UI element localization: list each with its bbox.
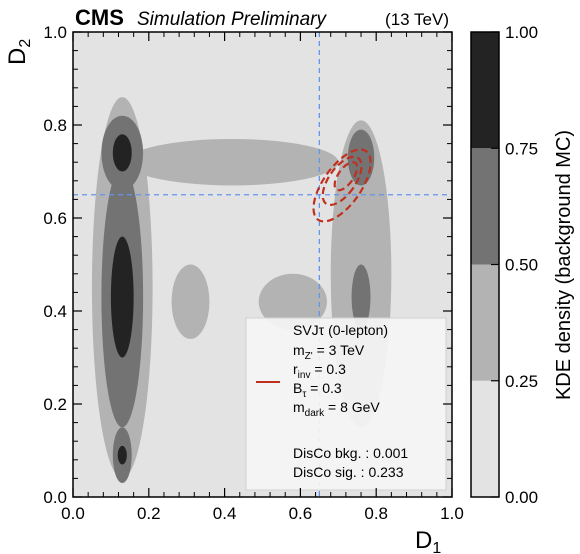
legend-param-1: rinv = 0.3 bbox=[293, 361, 346, 381]
density-blob-10 bbox=[112, 134, 132, 172]
x-tick-label: 0.4 bbox=[213, 504, 237, 523]
y-tick-label: 0.4 bbox=[43, 302, 67, 321]
colorbar-level-2 bbox=[471, 148, 499, 265]
colorbar-level-1 bbox=[471, 264, 499, 381]
cms-label: CMS bbox=[75, 5, 124, 30]
axes: 0.0 0.2 0.4 0.6 0.8 1.0 0.0 0.2 0.4 0.6 0.8 1.0 bbox=[43, 23, 463, 523]
y-axis-title: D2 bbox=[4, 39, 34, 65]
density-blob-4 bbox=[258, 273, 327, 330]
colorbar-level-3 bbox=[471, 32, 499, 149]
colorbar-level-0 bbox=[471, 380, 499, 497]
y-tick-label: 1.0 bbox=[43, 23, 67, 42]
signal-contour-1 bbox=[321, 155, 363, 206]
signal-contours bbox=[312, 148, 372, 223]
density-blob-8 bbox=[347, 129, 375, 186]
legend-disco-sig: DisCo sig. : 0.233 bbox=[293, 464, 404, 480]
plot-frame bbox=[72, 31, 453, 498]
colorbar-tick-label: 0.00 bbox=[505, 488, 538, 507]
colorbar: 0.00 0.25 0.50 0.75 1.00 bbox=[470, 23, 538, 507]
legend-param-2: Bτ = 0.3 bbox=[293, 380, 342, 400]
colorbar-tick-label: 1.00 bbox=[505, 23, 538, 42]
y-tick-label: 0.2 bbox=[43, 395, 67, 414]
signal-contour-0 bbox=[312, 148, 372, 223]
colorbar-tick-label: 0.75 bbox=[505, 139, 538, 158]
x-tick-label: 0.2 bbox=[137, 504, 161, 523]
x-tick-label: 1.0 bbox=[440, 504, 464, 523]
legend-param-3: mdark = 8 GeV bbox=[293, 399, 380, 419]
status-label: Simulation Preliminary bbox=[137, 9, 328, 30]
legend-box bbox=[245, 317, 447, 491]
legend-title: SVJτ (0-lepton) bbox=[293, 322, 388, 338]
x-tick-label: 0.0 bbox=[61, 504, 85, 523]
energy-label: (13 TeV) bbox=[385, 10, 449, 29]
legend-disco-bkg: DisCo bkg. : 0.001 bbox=[293, 445, 408, 461]
density-blob-12 bbox=[117, 445, 127, 465]
density-blob-9 bbox=[351, 264, 371, 330]
x-tick-label: 0.6 bbox=[289, 504, 313, 523]
x-axis-title: D1 bbox=[415, 527, 441, 554]
svg-text:D2: D2 bbox=[4, 39, 34, 65]
y-tick-label: 0.8 bbox=[43, 116, 67, 135]
y-tick-label: 0.0 bbox=[43, 488, 67, 507]
density-blob-3 bbox=[171, 264, 210, 339]
colorbar-label: KDE density (background MC) bbox=[553, 130, 575, 400]
colorbar-tick-label: 0.50 bbox=[505, 256, 538, 275]
x-tick-label: 0.8 bbox=[364, 504, 388, 523]
density-blob-11 bbox=[110, 236, 134, 358]
colorbar-tick-label: 0.25 bbox=[505, 372, 538, 391]
density-contours bbox=[91, 97, 392, 484]
signal-contour-2 bbox=[333, 161, 359, 192]
y-tick-label: 0.6 bbox=[43, 209, 67, 228]
svg-text:D1: D1 bbox=[415, 527, 441, 554]
density-blob-1 bbox=[126, 138, 339, 186]
legend-param-0: mZ' = 3 TeV bbox=[293, 342, 365, 362]
